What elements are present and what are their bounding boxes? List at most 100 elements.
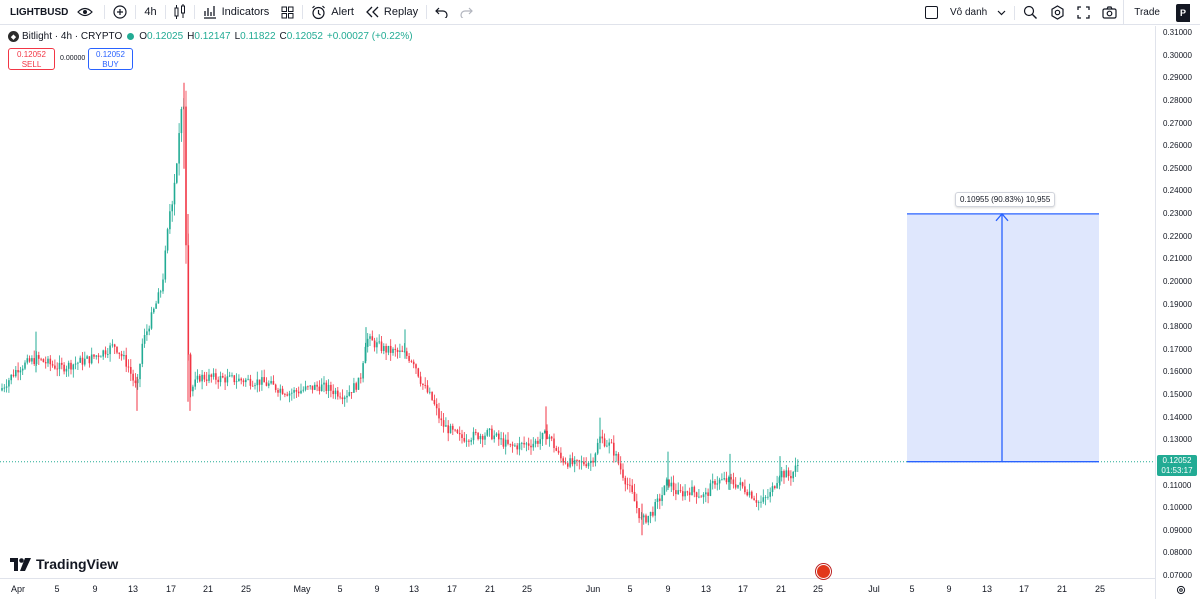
time-tick-label: 25 (521, 584, 533, 594)
candle-body (711, 481, 714, 484)
trade-label: Trade (1134, 7, 1160, 18)
candle-body (107, 354, 109, 355)
price-tick-label: 0.08000 (1163, 548, 1192, 558)
candle-body (410, 360, 413, 362)
candle-body (746, 492, 748, 496)
chevron-down-icon (997, 10, 1006, 15)
candle-body (534, 440, 537, 444)
chart-type-button[interactable] (168, 0, 192, 25)
price-tick-label: 0.29000 (1163, 73, 1192, 83)
scale-settings-icon[interactable] (1176, 585, 1186, 595)
candle-body (261, 377, 263, 385)
candle-body (741, 482, 744, 487)
snapshot-button[interactable] (1096, 0, 1123, 25)
candle-body (647, 515, 650, 523)
candle-body (136, 379, 139, 384)
candle-body (764, 497, 767, 498)
divider (104, 5, 106, 19)
candle-body (28, 358, 31, 362)
current-price: 0.12052 (1162, 456, 1192, 465)
candle-body (495, 433, 498, 436)
symbol-search[interactable]: LIGHTBUSD (0, 0, 102, 25)
time-tick-label: 21 (1056, 584, 1068, 594)
candle-body (120, 353, 123, 357)
candle-body (571, 458, 574, 465)
open-label: O (139, 31, 148, 42)
candle-body (675, 490, 677, 495)
candle-body (316, 384, 318, 387)
candle-body (24, 362, 26, 369)
redo-button[interactable] (454, 0, 479, 25)
layout-name: Vô danh (949, 7, 988, 18)
alert-button[interactable]: Alert (305, 0, 360, 25)
fullscreen-button[interactable] (1071, 0, 1096, 25)
market-status-icon[interactable] (127, 33, 135, 40)
tradingview-logo[interactable]: TradingView (10, 556, 118, 572)
buy-button[interactable]: 0.12052 BUY (88, 48, 133, 70)
camera-icon (1102, 6, 1117, 19)
candle-body (573, 460, 576, 465)
bar-countdown: 01:53:17 (1161, 466, 1193, 475)
sell-button[interactable]: 0.12052 SELL (8, 48, 55, 70)
candle-body (718, 479, 721, 484)
time-tick-label: 21 (775, 584, 787, 594)
indicators-button[interactable]: Indicators (197, 0, 276, 25)
candle-body (691, 486, 693, 496)
candle-body (1, 388, 3, 391)
candle-body (56, 368, 58, 370)
price-tick-label: 0.27000 (1163, 118, 1192, 128)
candle-body (95, 355, 98, 357)
compare-button[interactable] (107, 0, 133, 25)
time-tick-label: 5 (627, 584, 633, 594)
time-tick-label: 21 (202, 584, 214, 594)
trade-button[interactable]: Trade P (1123, 0, 1200, 25)
candle-body (155, 303, 157, 309)
economic-event-flag-icon[interactable] (816, 564, 831, 579)
candle-body (270, 381, 272, 384)
legend-title[interactable]: Bitlight · 4h · CRYPTO (22, 31, 123, 42)
candle-body (502, 438, 505, 447)
publish-button[interactable]: P (1176, 3, 1190, 22)
undo-button[interactable] (429, 0, 454, 25)
time-tick-label: 25 (812, 584, 824, 594)
candle-body (730, 477, 732, 480)
candle-body (707, 492, 709, 496)
quick-search-button[interactable] (1017, 0, 1044, 25)
candle-body (705, 492, 707, 495)
candle-body (767, 496, 769, 498)
candle-body (279, 388, 282, 393)
candle-body (327, 384, 330, 391)
candle-body (419, 376, 422, 384)
time-tick-label: 9 (92, 584, 98, 594)
candle-body (682, 491, 684, 497)
candle-body (516, 445, 518, 450)
candle-body (429, 391, 431, 393)
candle-body (590, 460, 592, 464)
candle-body (725, 478, 728, 483)
candle-body (371, 336, 374, 341)
replay-button[interactable]: Replay (360, 0, 424, 25)
settings-button[interactable] (1044, 0, 1071, 25)
interval-button[interactable]: 4h (138, 0, 162, 25)
layout-menu[interactable]: Vô danh (919, 0, 1012, 25)
candle-body (544, 430, 546, 433)
candle-body (343, 397, 346, 400)
time-tick-label: 13 (127, 584, 139, 594)
candle-body (263, 377, 265, 383)
candle-body (488, 428, 491, 431)
candle-body (102, 350, 104, 357)
candle-body (695, 492, 698, 498)
templates-button[interactable] (275, 0, 300, 25)
candle-body (732, 479, 735, 485)
candle-body (79, 357, 81, 363)
symbol-options-icon[interactable] (74, 6, 96, 18)
price-chart[interactable] (0, 26, 1155, 578)
layout-checkbox[interactable] (924, 6, 938, 19)
time-tick-label: 5 (337, 584, 343, 594)
candle-body (357, 377, 360, 390)
candle-body (348, 392, 351, 396)
candle-body (387, 345, 390, 353)
candle-body (116, 346, 118, 353)
candle-body (341, 397, 344, 400)
candle-body (557, 450, 560, 453)
